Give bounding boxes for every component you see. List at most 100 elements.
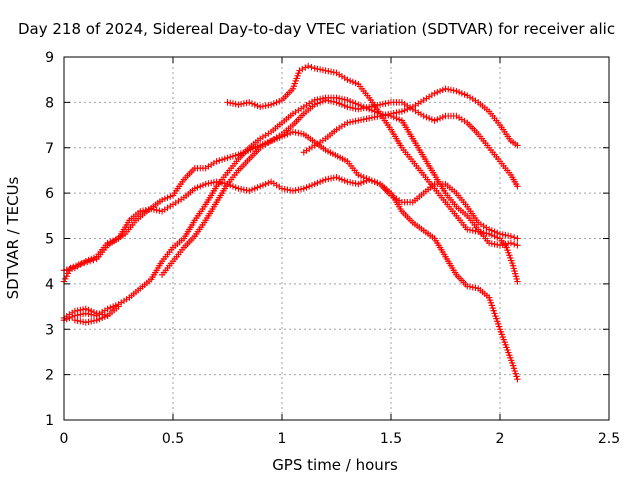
data-point (237, 100, 245, 108)
axis-ticks (63, 56, 610, 421)
data-point (330, 174, 337, 182)
data-point (229, 100, 237, 107)
data-point (232, 152, 239, 159)
data-point (246, 99, 253, 106)
data-point (431, 117, 438, 124)
chart-title: Day 218 of 2024, Sidereal Day-to-day VTE… (18, 20, 615, 38)
data-point (494, 234, 501, 241)
x-axis-label: GPS time / hours (272, 456, 398, 474)
y-tick-labels: 1 2 3 4 5 6 7 8 9 (45, 50, 54, 429)
y-axis-label: SDTVAR / TECUs (4, 176, 22, 299)
data-point (167, 193, 174, 200)
data-point (514, 278, 521, 285)
data-point (464, 226, 471, 233)
data-point (428, 116, 436, 123)
grid-lines (64, 57, 609, 420)
data-point (90, 317, 98, 324)
data-point (74, 307, 81, 314)
data-point (510, 365, 518, 372)
data-point (62, 275, 69, 283)
data-point (472, 284, 479, 292)
data-point (349, 179, 357, 187)
data-point (64, 270, 72, 277)
data-point (504, 240, 512, 247)
data-point (379, 100, 387, 108)
data-point (322, 67, 329, 74)
data-point (71, 316, 79, 324)
series-track-6 (158, 96, 521, 278)
x-tick-labels: 0 0.5 1 1.5 2 2.5 (60, 431, 621, 447)
data-point (286, 129, 294, 137)
data-point (77, 318, 84, 325)
data-point (513, 373, 520, 380)
data-point (344, 178, 351, 185)
series-track-1 (60, 128, 521, 383)
data-point (224, 99, 231, 106)
data-point (107, 238, 114, 246)
data-point (514, 183, 521, 190)
data-point (158, 196, 166, 204)
data-point (355, 180, 362, 188)
data-point (216, 157, 223, 164)
data-point (357, 179, 365, 187)
data-point (385, 111, 392, 118)
data-point (333, 99, 340, 106)
data-point (390, 109, 397, 117)
x-tick-label: 1.5 (380, 431, 402, 447)
data-point (292, 187, 299, 194)
data-point (371, 113, 378, 121)
data-point (387, 110, 395, 117)
data-point (355, 105, 362, 113)
data-point (137, 208, 144, 215)
data-point (299, 65, 306, 73)
data-point (311, 65, 318, 72)
data-series (60, 62, 521, 383)
data-point (227, 153, 234, 161)
data-point (292, 129, 299, 136)
data-point (469, 284, 476, 291)
data-point (139, 207, 147, 214)
data-point (366, 115, 373, 122)
data-point (142, 206, 149, 214)
data-point (363, 115, 370, 123)
data-point (344, 96, 351, 104)
data-point (308, 64, 315, 71)
data-point (202, 180, 209, 188)
data-point (322, 96, 329, 104)
data-point (371, 178, 378, 185)
data-point (148, 205, 155, 213)
data-point (316, 66, 324, 73)
data-point (66, 265, 73, 273)
data-point (232, 100, 239, 108)
data-point (112, 236, 119, 243)
data-point (352, 117, 359, 125)
data-point (251, 101, 258, 108)
data-point (207, 179, 215, 187)
y-tick-label: 6 (45, 186, 54, 202)
data-point (442, 85, 449, 92)
data-point (488, 231, 496, 239)
data-point (235, 185, 242, 192)
data-point (330, 69, 337, 76)
data-point (229, 183, 237, 190)
data-point (398, 108, 406, 115)
data-point (319, 177, 327, 184)
data-point (96, 315, 103, 323)
data-point (349, 78, 357, 86)
data-point (366, 103, 373, 111)
data-point (319, 66, 327, 74)
data-point (455, 88, 463, 96)
data-point (333, 174, 340, 181)
data-point (240, 186, 248, 193)
data-point (395, 116, 403, 123)
data-point (93, 310, 100, 317)
data-point (325, 97, 332, 104)
data-point (88, 307, 95, 315)
data-point (447, 86, 455, 94)
y-tick-label: 8 (45, 95, 54, 111)
data-point (156, 207, 163, 214)
data-point (101, 313, 109, 320)
data-point (314, 100, 321, 107)
data-point (509, 362, 517, 369)
